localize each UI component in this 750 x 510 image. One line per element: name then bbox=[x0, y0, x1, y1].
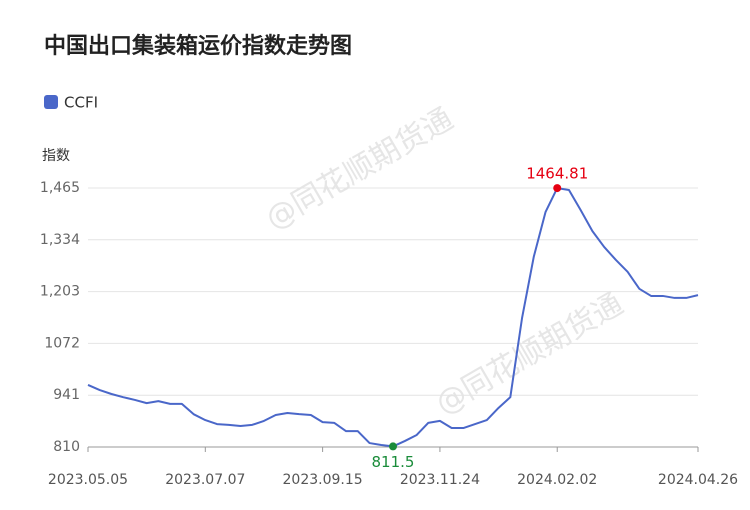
x-tick-label: 2023.05.05 bbox=[48, 472, 128, 488]
extreme-point bbox=[553, 184, 562, 193]
chart-title: 中国出口集装箱运价指数走势图 bbox=[44, 33, 352, 59]
y-tick-label: 941 bbox=[53, 387, 80, 403]
x-tick-label: 2023.09.15 bbox=[283, 472, 363, 488]
watermark: @同花顺期货通 bbox=[430, 286, 629, 421]
legend-label: CCFI bbox=[64, 94, 98, 112]
data-label: 811.5 bbox=[372, 453, 415, 471]
data-label: 1464.81 bbox=[526, 165, 588, 183]
y-tick-label: 810 bbox=[53, 439, 80, 455]
extreme-point bbox=[389, 442, 397, 451]
y-axis-label: 指数 bbox=[42, 148, 70, 164]
y-tick-label: 1072 bbox=[44, 335, 80, 351]
x-tick-label: 2023.11.24 bbox=[400, 472, 480, 488]
x-tick-label: 2023.07.07 bbox=[165, 472, 245, 488]
watermark: @同花顺期货通 bbox=[260, 101, 459, 236]
legend-swatch bbox=[44, 95, 58, 109]
y-tick-label: 1,465 bbox=[40, 180, 80, 196]
y-tick-label: 1,203 bbox=[40, 284, 80, 300]
x-tick-label: 2024.02.02 bbox=[517, 472, 597, 488]
x-tick-label: 2024.04.26 bbox=[658, 472, 738, 488]
y-tick-label: 1,334 bbox=[40, 232, 80, 248]
